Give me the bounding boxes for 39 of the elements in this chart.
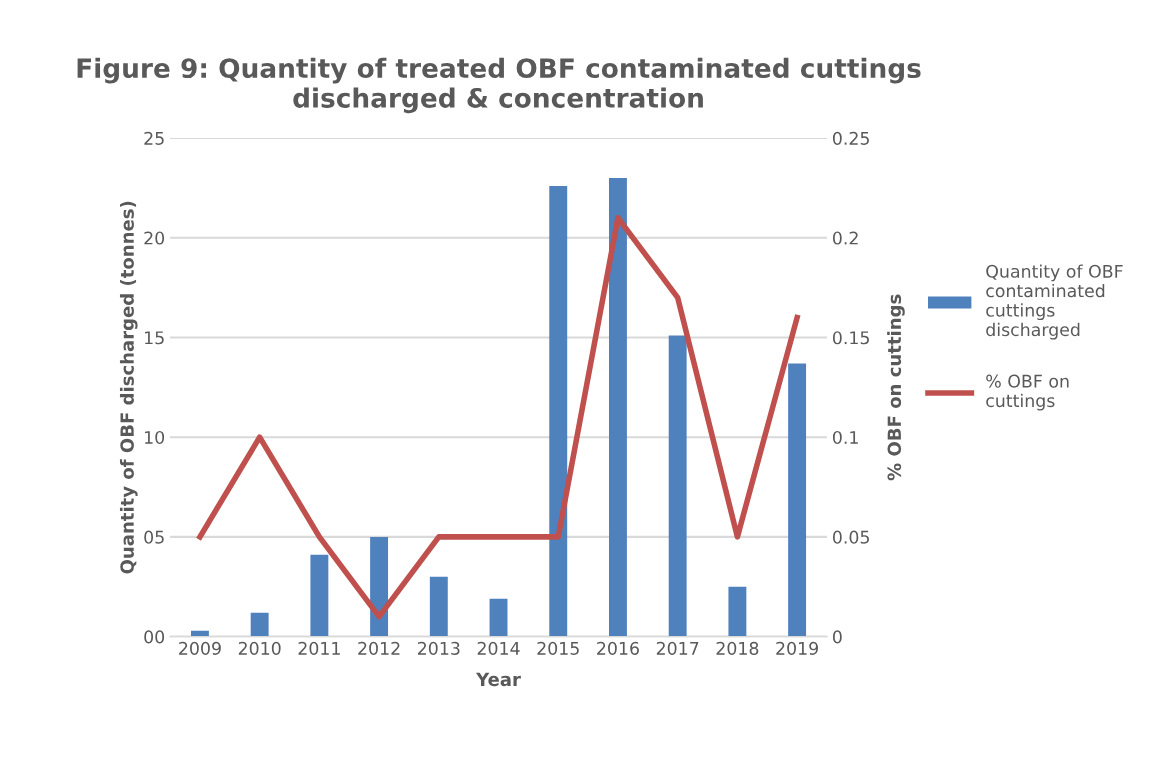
x-tick-label: 2019	[776, 641, 818, 655]
x-axis-title: Year	[475, 672, 521, 687]
bar	[429, 576, 448, 637]
y2-tick-label: 0.15	[832, 331, 869, 345]
y-tick-label: 20	[144, 231, 165, 245]
x-tick-label: 2015	[537, 641, 579, 655]
y-axis-title: Quantity of OBF discharged (tonnes)	[119, 201, 138, 574]
bar	[788, 363, 807, 637]
bar	[250, 612, 269, 637]
x-tick-label: 2009	[179, 641, 221, 655]
bar	[549, 185, 568, 637]
y2-tick-label: 0	[832, 630, 842, 644]
x-tick-label: 2018	[716, 641, 759, 655]
y-tick-label: 25	[144, 131, 164, 145]
bar	[489, 598, 508, 637]
legend-label: Quantity of OBF contaminated cuttings discharged	[986, 264, 1123, 340]
x-tick-label: 2012	[358, 641, 400, 655]
legend-label: % OBF on cuttings	[986, 374, 1069, 411]
bar	[609, 177, 627, 637]
x-tick-label: 2010	[238, 641, 281, 655]
x-tick-label: 2011	[298, 641, 340, 655]
chart-title: Figure 9: Quantity of treated OBF contaminated cuttings discharged & concentration	[77, 57, 921, 114]
y-tick-label: 15	[145, 331, 164, 345]
x-tick-label: 2013	[417, 641, 460, 655]
y2-tick-label: 0.2	[832, 231, 858, 245]
x-tick-label: 2014	[477, 641, 520, 655]
x-tick-label: 2017	[656, 641, 699, 655]
y2-tick-label: 0.1	[832, 430, 858, 445]
y2-axis-title: % OBF on cuttings	[887, 294, 905, 481]
y2-tick-label: 0.05	[832, 530, 869, 544]
bar	[728, 586, 747, 637]
y-tick-label: 10	[145, 430, 165, 445]
x-tick-label: 2016	[597, 641, 639, 655]
y-tick-label: 05	[144, 530, 164, 544]
bar	[668, 335, 687, 637]
y2-tick-label: 0.25	[832, 131, 869, 145]
bar	[310, 554, 329, 637]
bar	[370, 536, 389, 637]
y-tick-label: 00	[144, 630, 165, 644]
